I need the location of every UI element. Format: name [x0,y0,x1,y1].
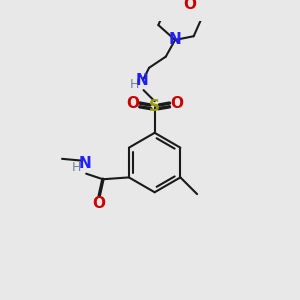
Text: H: H [72,161,82,174]
Text: O: O [183,0,196,12]
Text: O: O [126,96,139,111]
Text: S: S [149,99,160,114]
Text: H: H [130,78,139,91]
Text: O: O [170,96,183,111]
Text: N: N [79,156,92,171]
Text: N: N [169,32,182,47]
Text: N: N [135,73,148,88]
Text: O: O [93,196,106,211]
